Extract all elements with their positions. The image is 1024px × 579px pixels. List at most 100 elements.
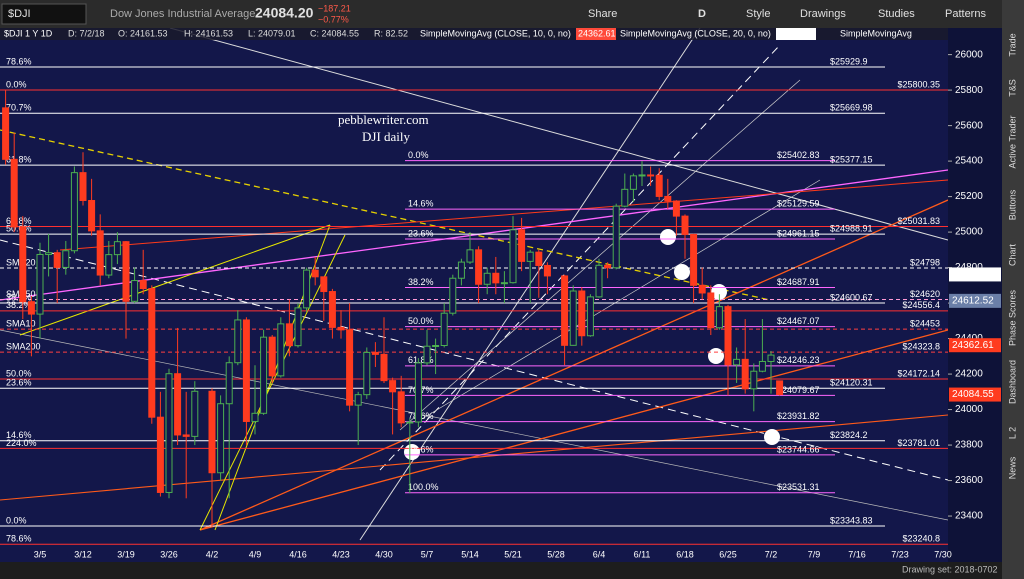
- price-tag-label: 24612.52: [952, 296, 994, 307]
- candle-body: [320, 276, 328, 293]
- level-price: $24961.15: [777, 228, 820, 238]
- x-tick-label: 3/19: [117, 549, 135, 559]
- side-tab[interactable]: Active Trader: [1007, 115, 1017, 168]
- candle-body: [492, 272, 500, 284]
- candle-body: [655, 174, 663, 197]
- level-label: 38.2%: [6, 300, 32, 310]
- y-tick-label: 25000: [955, 227, 983, 238]
- trend-line: [0, 329, 948, 521]
- candle-body: [363, 351, 371, 396]
- candle-body: [148, 288, 156, 418]
- drawings-button[interactable]: Drawings: [800, 8, 846, 20]
- x-tick-label: 4/2: [206, 549, 219, 559]
- level-label: 88.6%: [408, 444, 434, 454]
- candle-body: [10, 158, 18, 228]
- candle-body: [397, 391, 405, 424]
- symbol-box[interactable]: [1, 3, 87, 25]
- candle-body: [139, 280, 147, 290]
- trend-line: [0, 169, 948, 301]
- level-label: 14.6%: [6, 430, 32, 440]
- price-tag: [949, 293, 1001, 308]
- candle-body: [294, 307, 302, 347]
- candle-body: [750, 370, 758, 390]
- candle-body: [526, 251, 534, 262]
- level-price: $24246.23: [777, 355, 820, 365]
- price-tag-label: 24761.4: [952, 269, 989, 280]
- candle-body: [165, 373, 173, 493]
- studies-button[interactable]: Studies: [878, 8, 915, 20]
- change-pct: −0.77%: [318, 14, 349, 24]
- x-tick-label: 7/2: [765, 549, 778, 559]
- share-button[interactable]: Share: [588, 8, 617, 20]
- candle-body: [741, 358, 749, 390]
- level-price: $24798: [910, 257, 940, 267]
- candle-body: [406, 421, 414, 424]
- candle-body: [707, 292, 715, 329]
- candle-body: [225, 362, 233, 405]
- side-tab[interactable]: Phase Scores: [1007, 289, 1017, 346]
- style-button[interactable]: Style: [746, 8, 770, 20]
- level-price: $25129.59: [777, 198, 820, 208]
- candle-body: [156, 416, 164, 493]
- price-tag-label: 24362.61: [952, 340, 994, 351]
- candle-body: [698, 284, 706, 294]
- candle-body: [191, 390, 199, 437]
- price-tag-label: 24084.55: [952, 389, 994, 400]
- x-tick-label: 3/26: [160, 549, 178, 559]
- level-label: 0.0%: [408, 150, 429, 160]
- level-label: 50.0%: [6, 368, 32, 378]
- candle-body: [483, 272, 491, 285]
- x-tick-label: 5/14: [461, 549, 479, 559]
- y-tick-label: 23600: [955, 475, 983, 486]
- x-tick-label: 3/5: [34, 549, 47, 559]
- candle-body: [277, 323, 285, 377]
- symbol-name: Dow Jones Industrial Average: [110, 8, 255, 20]
- level-price: $24620: [910, 289, 940, 299]
- side-tab[interactable]: L 2: [1007, 427, 1017, 439]
- level-price: $23343.83: [830, 515, 873, 525]
- side-tab[interactable]: Buttons: [1007, 189, 1017, 220]
- level-price: $25402.83: [777, 150, 820, 160]
- candle-body: [475, 249, 483, 285]
- x-tick-label: 7/9: [808, 549, 821, 559]
- side-tab[interactable]: Chart: [1007, 244, 1017, 267]
- level-price: $23531.31: [777, 482, 820, 492]
- candles: [2, 90, 784, 527]
- trend-line: [199, 329, 948, 531]
- candle-body: [337, 326, 345, 331]
- price-tag: [949, 267, 1001, 282]
- trend-line: [199, 199, 948, 531]
- side-tab[interactable]: T&S: [1007, 79, 1017, 97]
- side-tab[interactable]: News: [1007, 456, 1017, 479]
- period[interactable]: D: [698, 8, 706, 20]
- last-price: 24084.20: [255, 5, 314, 21]
- x-tick-label: 4/16: [289, 549, 307, 559]
- level-label: 78.6%: [6, 56, 32, 66]
- side-tab[interactable]: Trade: [1007, 33, 1017, 56]
- trend-line: [0, 129, 771, 301]
- level-label: 38.2%: [408, 277, 434, 287]
- level-price: $24453: [910, 319, 940, 329]
- candle-body: [535, 251, 543, 266]
- candle-body: [208, 390, 216, 474]
- candle-body: [767, 354, 775, 362]
- candle-body: [414, 362, 422, 423]
- level-price: $24600.67: [830, 292, 873, 302]
- level-price: $24687.91: [777, 277, 820, 287]
- level-price: $23824.2: [830, 430, 868, 440]
- x-tick-label: 5/21: [504, 549, 522, 559]
- y-tick-label: 25600: [955, 120, 983, 131]
- candle-body: [27, 301, 35, 315]
- level-price: $24467.07: [777, 316, 820, 326]
- candle-body: [2, 107, 10, 160]
- legend-item: H: 24161.53: [184, 28, 233, 38]
- level-price: $23781.01: [897, 438, 940, 448]
- legend-item: O: 24161.53: [118, 28, 168, 38]
- side-tab[interactable]: Dashboard: [1007, 360, 1017, 404]
- candle-body: [647, 174, 655, 177]
- level-label: 224.0%: [6, 438, 37, 448]
- level-price: $25377.15: [830, 155, 873, 165]
- candle-body: [612, 205, 620, 269]
- x-tick-label: 7/16: [848, 549, 866, 559]
- patterns-button[interactable]: Patterns: [945, 8, 986, 20]
